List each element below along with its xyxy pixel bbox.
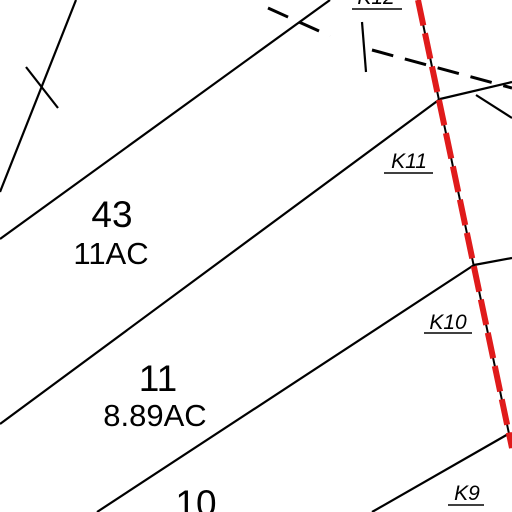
dashed-line-lower <box>371 48 512 90</box>
parcel-line-3 <box>96 264 475 512</box>
dashed-line-upper <box>267 6 331 38</box>
connector-k10 <box>473 256 512 267</box>
parcel-11-area: 8.89AC <box>103 398 206 433</box>
parcel-line-1 <box>0 0 331 240</box>
parcel-line-2 <box>0 98 441 425</box>
parcel-10-number: 10 <box>175 483 216 512</box>
lot-label-k9: K9 <box>454 482 480 505</box>
parcel-43-number: 43 <box>91 194 132 235</box>
connector-k11 <box>439 80 512 101</box>
left-boundary-line <box>0 0 78 193</box>
lot-label-k12: K12 <box>357 0 395 9</box>
boundary-highlight <box>415 0 512 449</box>
parcel-line-4 <box>371 432 511 512</box>
parcel-11-number: 11 <box>139 358 177 399</box>
tick-mark <box>360 21 368 73</box>
parcel-43-area: 11AC <box>73 236 148 271</box>
break-mark <box>25 66 59 109</box>
lot-label-k11: K11 <box>391 150 427 173</box>
lot-label-k10: K10 <box>429 311 467 334</box>
curve-right <box>475 94 512 119</box>
